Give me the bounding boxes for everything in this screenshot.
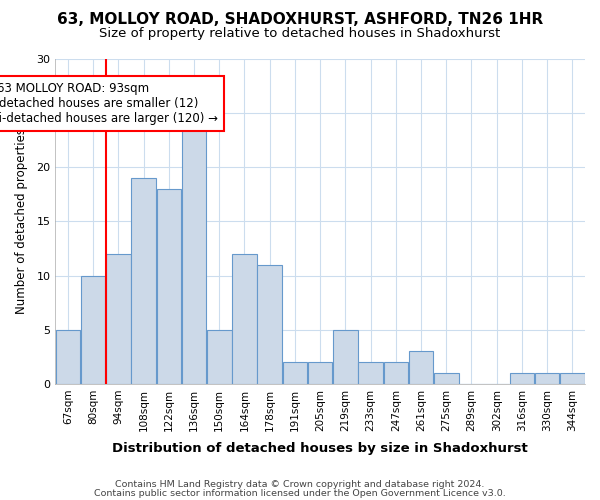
Bar: [308, 362, 332, 384]
Text: 63, MOLLOY ROAD, SHADOXHURST, ASHFORD, TN26 1HR: 63, MOLLOY ROAD, SHADOXHURST, ASHFORD, T…: [57, 12, 543, 28]
Bar: [434, 373, 458, 384]
Bar: [409, 352, 433, 384]
X-axis label: Distribution of detached houses by size in Shadoxhurst: Distribution of detached houses by size …: [112, 442, 528, 455]
Bar: [106, 254, 131, 384]
Text: Contains public sector information licensed under the Open Government Licence v3: Contains public sector information licen…: [94, 489, 506, 498]
Text: 63 MOLLOY ROAD: 93sqm
← 9% of detached houses are smaller (12)
90% of semi-detac: 63 MOLLOY ROAD: 93sqm ← 9% of detached h…: [0, 82, 218, 124]
Bar: [207, 330, 232, 384]
Y-axis label: Number of detached properties: Number of detached properties: [15, 128, 28, 314]
Bar: [56, 330, 80, 384]
Bar: [510, 373, 534, 384]
Bar: [560, 373, 584, 384]
Bar: [182, 113, 206, 384]
Bar: [81, 276, 106, 384]
Bar: [283, 362, 307, 384]
Bar: [383, 362, 408, 384]
Bar: [333, 330, 358, 384]
Bar: [131, 178, 156, 384]
Text: Size of property relative to detached houses in Shadoxhurst: Size of property relative to detached ho…: [100, 28, 500, 40]
Bar: [535, 373, 559, 384]
Bar: [232, 254, 257, 384]
Bar: [358, 362, 383, 384]
Text: Contains HM Land Registry data © Crown copyright and database right 2024.: Contains HM Land Registry data © Crown c…: [115, 480, 485, 489]
Bar: [257, 265, 282, 384]
Bar: [157, 189, 181, 384]
